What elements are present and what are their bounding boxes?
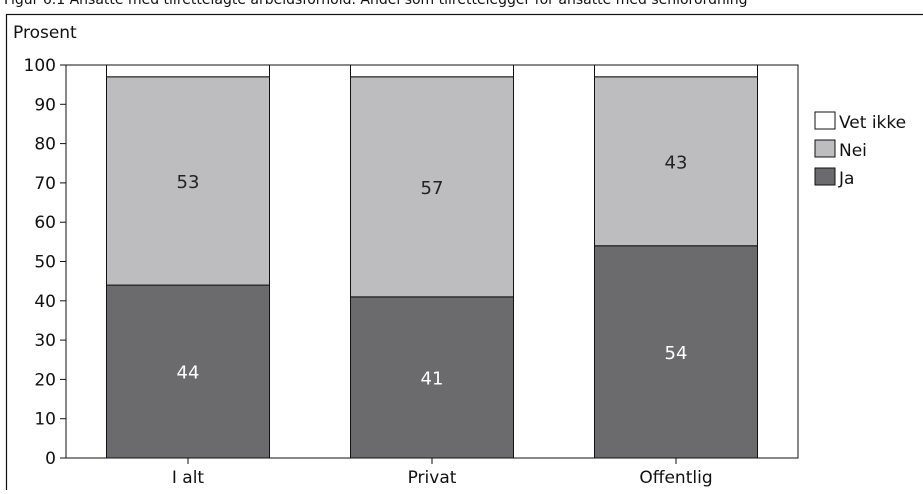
bar-segment-vet-ikke — [107, 65, 270, 77]
legend: Vet ikke Nei Ja — [815, 112, 906, 189]
data-label: 41 — [421, 368, 444, 389]
legend-label: Vet ikke — [839, 113, 906, 133]
y-tick-label: 40 — [34, 292, 56, 312]
x-tick-label: I alt — [172, 468, 205, 488]
y-tick-label: 60 — [34, 213, 56, 233]
y-tick-label: 70 — [34, 174, 56, 194]
y-tick-label: 80 — [34, 135, 56, 155]
data-label: 53 — [177, 172, 200, 193]
y-tick-label: 20 — [34, 370, 56, 390]
y-tick-label: 50 — [34, 253, 56, 273]
data-label: 54 — [665, 343, 688, 364]
y-tick-label: 10 — [34, 410, 56, 430]
bar-segment-vet-ikke — [351, 65, 514, 77]
data-label: 43 — [665, 152, 688, 173]
legend-swatch — [815, 168, 835, 185]
data-label: 57 — [421, 178, 444, 199]
y-tick-label: 0 — [45, 449, 56, 469]
legend-label: Nei — [839, 141, 867, 161]
y-tick-label: 100 — [24, 56, 56, 76]
x-tick-label: Offentlig — [639, 468, 712, 488]
legend-swatch — [815, 112, 835, 129]
x-tick-label: Privat — [408, 468, 457, 488]
chart-caption: Figur 6.1 Ansatte med tilrettelagte arbe… — [4, 0, 748, 8]
plot-area: 0 10 20 30 40 50 60 70 80 90 100 44 53 I alt 41 57 Priva… — [24, 56, 798, 488]
legend-label: Ja — [838, 169, 854, 189]
y-axis-label: Prosent — [13, 23, 77, 43]
bar-segment-vet-ikke — [595, 65, 758, 77]
y-tick-label: 30 — [34, 331, 56, 351]
data-label: 44 — [177, 363, 200, 384]
legend-swatch — [815, 140, 835, 157]
y-tick-label: 90 — [34, 95, 56, 115]
